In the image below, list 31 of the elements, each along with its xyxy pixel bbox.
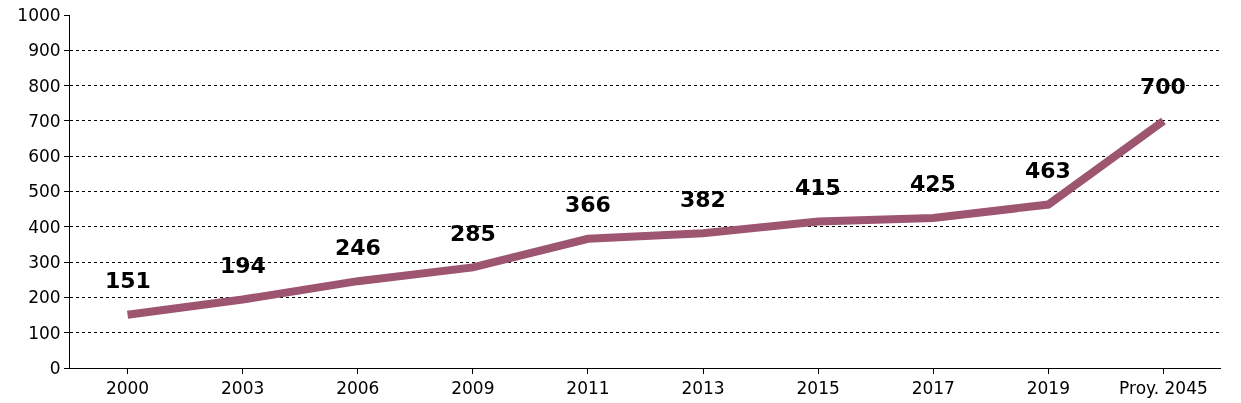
data-label: 382 (680, 187, 726, 212)
y-tick-label: 900 (28, 40, 61, 61)
y-tick-label: 200 (28, 287, 61, 308)
data-label: 366 (565, 192, 611, 217)
data-label: 700 (1140, 74, 1186, 99)
data-label: 194 (220, 253, 266, 278)
data-label: 425 (910, 171, 956, 196)
x-tick-label: 2011 (566, 378, 610, 399)
x-tick-label: 2006 (336, 378, 380, 399)
y-tick-label: 600 (28, 146, 61, 167)
data-label: 151 (105, 268, 151, 293)
y-tick-label: 0 (49, 357, 61, 378)
y-tick-label: 400 (28, 216, 61, 237)
x-tick-label: 2019 (1026, 378, 1070, 399)
y-tick-label: 500 (28, 181, 61, 202)
x-tick-label: 2003 (221, 378, 265, 399)
x-tick-label: 2017 (911, 378, 955, 399)
x-tick-label: 2000 (105, 378, 150, 399)
data-label: 285 (450, 221, 496, 246)
y-tick-label: 1000 (17, 4, 61, 25)
x-tick-label: 2015 (796, 378, 840, 399)
y-tick-label: 300 (28, 252, 61, 273)
x-tick-label: Proy. 2045 (1119, 378, 1208, 399)
data-label: 415 (795, 175, 841, 200)
x-tick-label: 2013 (681, 378, 725, 399)
data-label: 246 (335, 235, 381, 260)
data-label: 463 (1025, 158, 1071, 183)
y-tick-label: 800 (28, 75, 61, 96)
y-tick-label: 100 (28, 322, 61, 343)
y-tick-label: 700 (28, 110, 61, 131)
x-tick-label: 2009 (451, 378, 495, 399)
